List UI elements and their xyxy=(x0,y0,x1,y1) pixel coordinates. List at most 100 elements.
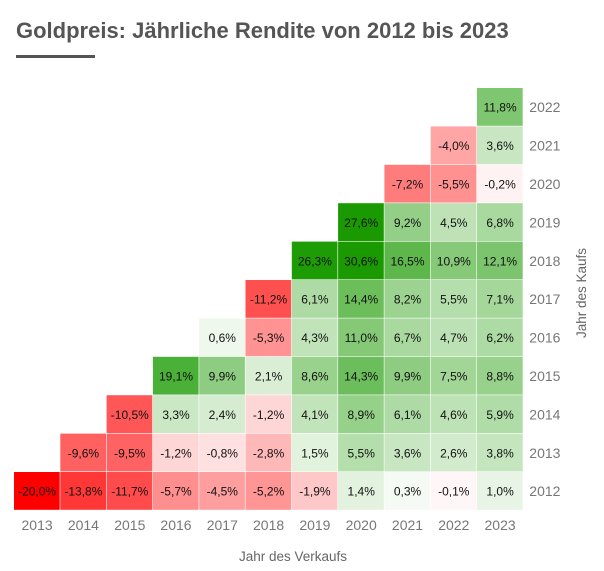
cell-value-label: 4,6% xyxy=(440,408,468,422)
heatmap-cell xyxy=(384,433,431,472)
heatmap-cell xyxy=(384,318,431,357)
cell-value-label: 9,9% xyxy=(394,370,422,384)
cell-value-label: -5,7% xyxy=(160,485,192,499)
heatmap-cell xyxy=(477,280,523,318)
heatmap-cell xyxy=(430,241,477,280)
cell-value-label: 4,3% xyxy=(301,331,329,345)
heatmap-cell xyxy=(477,318,523,357)
heatmap-cell xyxy=(430,203,477,241)
y-axis-label: Jahr des Kaufs xyxy=(574,248,589,338)
title-underline xyxy=(16,55,95,58)
heatmap-cell xyxy=(430,318,477,357)
heatmap-cell xyxy=(106,472,153,510)
y-tick-label: 2021 xyxy=(529,138,560,154)
x-tick-label: 2022 xyxy=(438,517,469,533)
x-tick-label: 2018 xyxy=(253,517,284,533)
heatmap-cell xyxy=(477,356,523,395)
cell-value-label: 7,1% xyxy=(486,293,514,307)
cell-value-label: 8,2% xyxy=(394,293,422,307)
heatmap-cell xyxy=(60,433,106,472)
x-axis-label: Jahr des Verkaufs xyxy=(239,549,347,564)
cell-value-label: 12,1% xyxy=(483,254,517,268)
heatmap-cell xyxy=(245,433,292,472)
cell-value-label: 2,1% xyxy=(255,370,283,384)
heatmap-cells: 11,8% -4,0% 3,6% -7,2% -5,5% -0,2% 27,6% 9,2% 4,… xyxy=(14,88,523,510)
heatmap-cell xyxy=(245,318,292,357)
heatmap-cell xyxy=(338,280,384,318)
cell-value-label: -0,2% xyxy=(484,178,516,192)
heatmap-cell xyxy=(384,472,431,510)
cell-value-label: 2,4% xyxy=(209,408,237,422)
cell-value-label: 16,5% xyxy=(390,254,424,268)
cell-value-label: 5,5% xyxy=(348,446,376,460)
heatmap-cell xyxy=(477,472,523,510)
heatmap-cell xyxy=(106,433,153,472)
heatmap-cell xyxy=(199,395,245,433)
heatmap-cell xyxy=(338,203,384,241)
y-tick-label: 2022 xyxy=(529,99,560,115)
cell-value-label: -5,5% xyxy=(438,178,470,192)
heatmap-cell xyxy=(291,241,338,280)
cell-value-label: -7,2% xyxy=(392,178,424,192)
cell-value-label: 1,0% xyxy=(486,485,514,499)
cell-value-label: 7,5% xyxy=(440,370,468,384)
heatmap-cell xyxy=(199,433,245,472)
heatmap-cell xyxy=(430,472,477,510)
heatmap-cell xyxy=(291,280,338,318)
cell-value-label: 8,9% xyxy=(348,408,376,422)
heatmap-cell xyxy=(245,395,292,433)
heatmap-cell xyxy=(245,280,292,318)
cell-value-label: 14,4% xyxy=(344,293,378,307)
cell-value-label: -5,3% xyxy=(253,331,285,345)
heatmap-cell xyxy=(199,356,245,395)
cell-value-label: 4,1% xyxy=(301,408,329,422)
cell-value-label: 4,7% xyxy=(440,331,468,345)
heatmap-cell xyxy=(291,472,338,510)
cell-value-label: 0,3% xyxy=(394,485,422,499)
heatmap-cell xyxy=(106,395,153,433)
heatmap-cell xyxy=(477,164,523,203)
cell-value-label: 4,5% xyxy=(440,216,468,230)
heatmap-cell xyxy=(245,356,292,395)
heatmap-cell xyxy=(477,126,523,165)
heatmap-cell xyxy=(291,318,338,357)
cell-value-label: -1,9% xyxy=(299,485,331,499)
chart-title: Goldpreis: Jährliche Rendite von 2012 bi… xyxy=(16,18,509,43)
cell-value-label: 6,7% xyxy=(394,331,422,345)
y-tick-label: 2012 xyxy=(529,483,560,499)
cell-value-label: -9,5% xyxy=(114,446,146,460)
cell-value-label: 6,8% xyxy=(486,216,514,230)
y-tick-label: 2018 xyxy=(529,253,560,269)
heatmap-cell xyxy=(291,433,338,472)
cell-value-label: -2,8% xyxy=(253,446,285,460)
cell-value-label: 8,6% xyxy=(301,370,329,384)
heatmap-cell xyxy=(338,241,384,280)
cell-value-label: 11,8% xyxy=(484,101,517,115)
cell-value-label: 11,0% xyxy=(345,331,378,345)
cell-value-label: 1,4% xyxy=(348,485,376,499)
heatmap-cell xyxy=(199,318,245,357)
cell-value-label: -9,6% xyxy=(68,446,100,460)
heatmap-cell xyxy=(199,472,245,510)
heatmap-cell xyxy=(477,203,523,241)
x-tick-label: 2021 xyxy=(392,517,423,533)
heatmap-cell xyxy=(430,395,477,433)
heatmap-cell xyxy=(384,203,431,241)
cell-value-label: 2,6% xyxy=(440,446,468,460)
cell-value-label: 1,5% xyxy=(301,446,329,460)
y-axis-ticks: 2022 2021 2020 2019 2018 2017 2016 2015 2014 2013… xyxy=(529,99,560,499)
heatmap-cell xyxy=(477,241,523,280)
y-tick-label: 2015 xyxy=(529,368,560,384)
cell-value-label: 3,3% xyxy=(162,408,190,422)
heatmap-cell xyxy=(152,356,199,395)
heatmap-cell xyxy=(152,472,199,510)
heatmap-cell xyxy=(338,395,384,433)
heatmap-cell xyxy=(384,356,431,395)
y-tick-label: 2020 xyxy=(529,176,560,192)
cell-value-label: -11,2% xyxy=(250,293,287,307)
heatmap-cell xyxy=(152,395,199,433)
cell-value-label: -4,5% xyxy=(207,485,239,499)
cell-value-label: 6,1% xyxy=(394,408,422,422)
heatmap-cell xyxy=(430,433,477,472)
cell-value-label: -10,5% xyxy=(111,408,149,422)
